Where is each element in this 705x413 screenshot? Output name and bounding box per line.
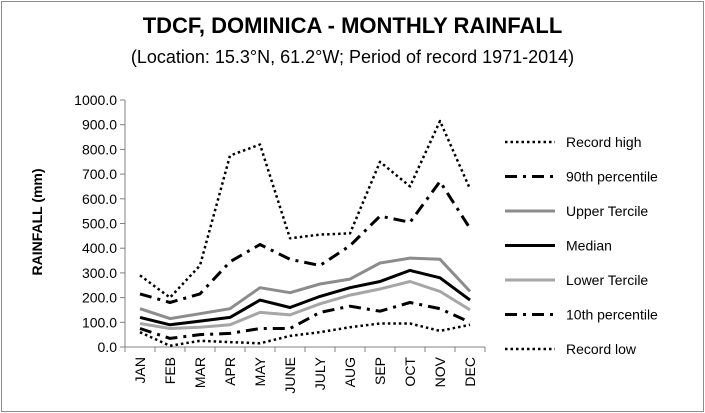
x-tick-label: JUNE: [282, 357, 298, 394]
series-line-median: [139, 268, 471, 327]
y-tick-label: 900.0: [82, 117, 117, 133]
y-tick-label: 600.0: [82, 191, 117, 207]
series-line-10th-percentile: [139, 301, 471, 340]
y-tick-label: 300.0: [82, 265, 117, 281]
legend-label: Record high: [566, 134, 642, 150]
legend-label: Upper Tercile: [566, 203, 648, 219]
series-line-90th-percentile: [139, 180, 472, 304]
x-tick-label: MAY: [252, 356, 268, 386]
series-line-record-high: [139, 119, 472, 299]
y-tick-label: 1000.0: [74, 92, 117, 108]
y-tick-label: 400.0: [82, 240, 117, 256]
y-axis-label: RAINFALL (mm): [29, 168, 45, 275]
x-tick-label: NOV: [432, 356, 448, 387]
chart-subtitle: (Location: 15.3°N, 61.2°W; Period of rec…: [130, 47, 575, 67]
x-tick-label: AUG: [342, 357, 358, 387]
y-tick-label: 0.0: [98, 339, 118, 355]
legend-label: Lower Tercile: [566, 272, 648, 288]
x-tick-label: JULY: [312, 356, 328, 390]
legend-label: 10th percentile: [566, 307, 658, 323]
legend: Record high 90th percentile Upper Tercile M…: [505, 134, 658, 357]
y-tick-label: 200.0: [82, 290, 117, 306]
y-tick-label: 100.0: [82, 314, 117, 330]
y-tick-label: 800.0: [82, 141, 117, 157]
y-tick-label: 500.0: [82, 216, 117, 232]
series-line-lower-tercile: [139, 280, 471, 330]
legend-label: 90th percentile: [566, 169, 658, 185]
y-tick-label: 700.0: [82, 166, 117, 182]
series-group: [139, 119, 472, 348]
x-tick-label: JAN: [132, 357, 148, 383]
x-tick-label: SEP: [372, 357, 388, 385]
x-tick-label: DEC: [462, 357, 478, 387]
x-tick-label: FEB: [162, 357, 178, 384]
legend-label: Record low: [566, 341, 637, 357]
axes: 0.0 100.0 200.0 300.0 400.0 500.0 600.0 700.0 80…: [74, 92, 486, 394]
x-tick-label: OCT: [402, 357, 418, 387]
chart-title: TDCF, DOMINICA - MONTHLY RAINFALL: [142, 13, 563, 38]
x-tick-label: APR: [222, 357, 238, 386]
x-tick-label: MAR: [192, 357, 208, 388]
series-line-upper-tercile: [139, 256, 472, 321]
legend-label: Median: [566, 238, 612, 254]
